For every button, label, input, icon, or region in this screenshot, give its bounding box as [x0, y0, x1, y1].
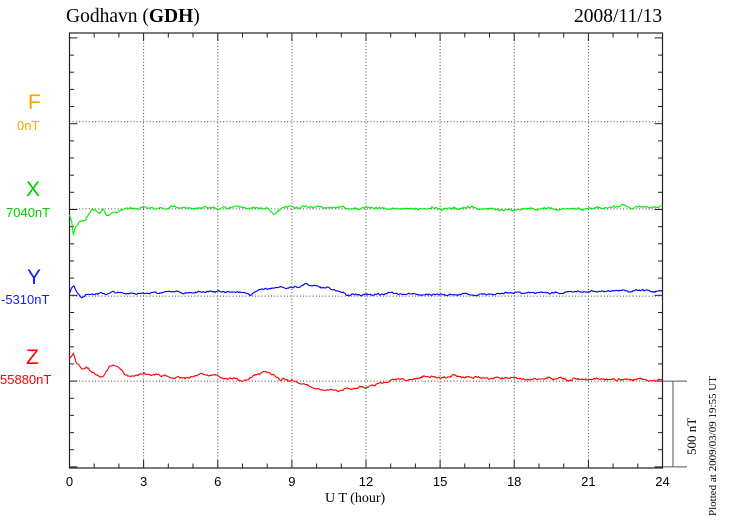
svg-text:21: 21	[581, 474, 595, 489]
svg-text:18: 18	[507, 474, 521, 489]
svg-text:15: 15	[433, 474, 447, 489]
svg-text:24: 24	[655, 474, 669, 489]
svg-text:0: 0	[66, 474, 73, 489]
svg-text:9: 9	[288, 474, 295, 489]
svg-text:6: 6	[214, 474, 221, 489]
svg-text:12: 12	[359, 474, 373, 489]
svg-text:3: 3	[140, 474, 147, 489]
